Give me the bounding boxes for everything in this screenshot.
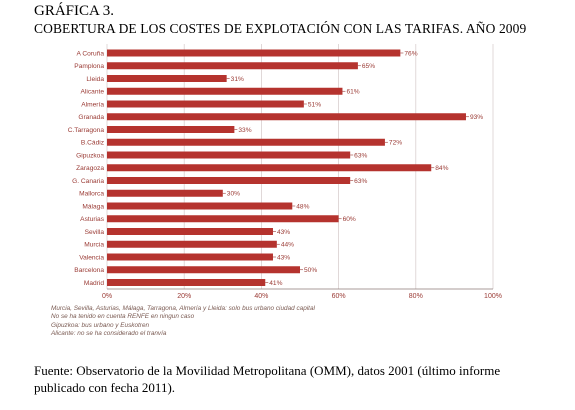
bar xyxy=(107,113,466,121)
bar xyxy=(107,215,339,223)
bar xyxy=(107,240,277,248)
bar xyxy=(107,49,401,57)
value-label: 43% xyxy=(277,254,290,261)
value-label: 63% xyxy=(354,178,367,185)
note-line: Gipuzkoa: bus urbano y Euskotren xyxy=(51,321,150,329)
value-label: 84% xyxy=(435,165,448,172)
x-tick-label: 40% xyxy=(254,293,268,300)
category-label: Barcelona xyxy=(74,267,104,274)
bar xyxy=(107,62,358,70)
value-label: 50% xyxy=(304,267,317,274)
note-line: Alicante: no se ha considerado el tranví… xyxy=(51,330,167,338)
value-label: 48% xyxy=(296,203,309,210)
chart-title: COBERTURA DE LOS COSTES DE EXPLOTACIÓN C… xyxy=(34,21,527,36)
x-tick-label: 100% xyxy=(484,293,502,300)
value-label: 93% xyxy=(470,114,483,121)
category-label: Asturias xyxy=(80,216,105,223)
x-tick-label: 20% xyxy=(177,293,191,300)
value-label: 60% xyxy=(343,216,356,223)
figure-number: GRÁFICA 3. xyxy=(34,3,115,19)
value-label: 41% xyxy=(269,280,282,287)
value-label: 61% xyxy=(346,89,359,96)
category-label: Zaragoza xyxy=(76,165,104,172)
bar xyxy=(107,138,385,146)
bar xyxy=(107,87,343,95)
value-label: 65% xyxy=(362,63,375,70)
value-label: 72% xyxy=(389,140,402,147)
category-label: Murcia xyxy=(84,242,104,249)
note-line: Murcia, Sevilla, Asturias, Málaga, Tarra… xyxy=(51,305,315,312)
category-label: Málaga xyxy=(82,203,104,210)
x-tick-label: 60% xyxy=(332,293,346,300)
bar xyxy=(107,177,351,184)
bar xyxy=(107,189,223,197)
bar xyxy=(107,75,227,82)
source-note: Fuente: Observatorio de la Movilidad Met… xyxy=(34,363,501,395)
bar xyxy=(107,253,273,261)
bar xyxy=(107,279,266,286)
value-label: 63% xyxy=(354,152,367,159)
bar xyxy=(107,202,293,210)
value-label: 51% xyxy=(308,101,321,108)
category-label: Sevilla xyxy=(85,229,105,236)
bar xyxy=(107,100,304,108)
category-label: Alicante xyxy=(81,89,105,96)
value-label: 76% xyxy=(404,50,417,57)
x-tick-label: 80% xyxy=(409,293,423,300)
chart-notes: Murcia, Sevilla, Asturias, Málaga, Tarra… xyxy=(51,305,315,339)
category-label: Pamplona xyxy=(74,63,104,70)
value-label: 30% xyxy=(227,191,240,198)
value-label: 44% xyxy=(281,242,294,249)
category-label: B.Cádiz xyxy=(81,140,104,147)
category-label: C.Tarragona xyxy=(68,127,105,134)
category-label: Almería xyxy=(81,101,104,108)
value-label: 43% xyxy=(277,229,290,236)
category-label: Mallorca xyxy=(79,191,104,198)
bar-chart: 0% 20% 40% 60% 80% 100% A Coruña 76% Pamplona 65%… xyxy=(68,44,502,300)
bar xyxy=(107,151,351,159)
value-label: 33% xyxy=(238,127,251,134)
category-label: Granada xyxy=(78,114,104,121)
value-label: 31% xyxy=(231,76,244,83)
bar xyxy=(107,164,432,172)
x-tick-label: 0% xyxy=(102,293,112,300)
bar xyxy=(107,126,235,133)
bar xyxy=(107,266,300,274)
category-label: Valencia xyxy=(79,254,104,261)
category-label: G. Canaria xyxy=(72,178,104,185)
category-label: Gipuzkoa xyxy=(76,152,104,159)
note-line: No se ha tenido en cuenta RENFE en ningu… xyxy=(51,313,195,321)
category-label: Lleida xyxy=(86,76,104,83)
bar xyxy=(107,228,273,235)
category-label: Madrid xyxy=(84,280,104,287)
category-label: A Coruña xyxy=(77,50,105,57)
